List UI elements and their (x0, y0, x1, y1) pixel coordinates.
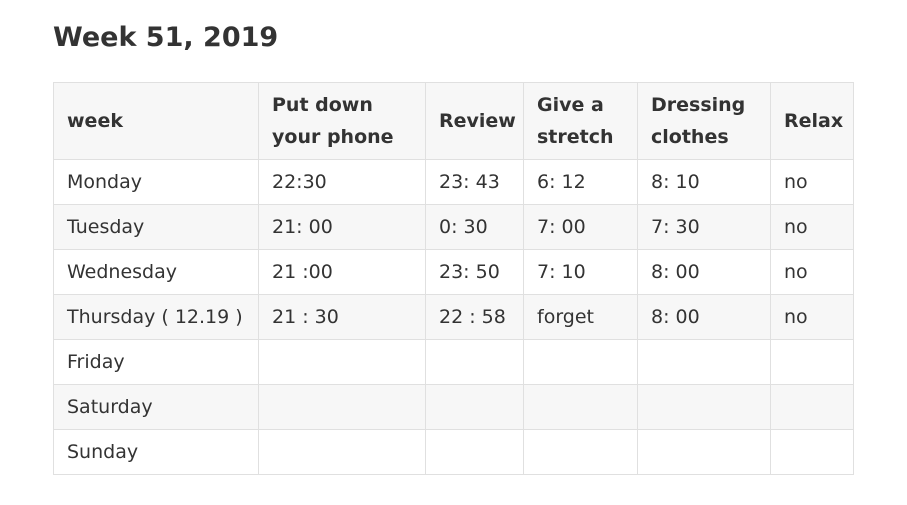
table-row: Tuesday 21: 00 0: 30 7: 00 7: 30 no (53, 204, 854, 250)
header-stretch: Give a stretch (523, 82, 638, 160)
cell-stretch: 6: 12 (523, 159, 638, 205)
cell-phone (258, 384, 426, 430)
header-review: Review (425, 82, 524, 160)
cell-phone (258, 339, 426, 385)
cell-day: Sunday (53, 429, 259, 475)
table-row: Friday (53, 339, 854, 385)
cell-stretch (523, 384, 638, 430)
cell-day: Saturday (53, 384, 259, 430)
header-dressing-clothes: Dressing clothes (637, 82, 771, 160)
header-week: week (53, 82, 259, 160)
cell-phone: 21: 00 (258, 204, 426, 250)
cell-dressing: 8: 10 (637, 159, 771, 205)
cell-phone: 21 : 30 (258, 294, 426, 340)
cell-phone: 22:30 (258, 159, 426, 205)
table-row: Wednesday 21 :00 23: 50 7: 10 8: 00 no (53, 249, 854, 295)
cell-review (425, 429, 524, 475)
cell-dressing (637, 429, 771, 475)
cell-review: 23: 43 (425, 159, 524, 205)
cell-review: 22 : 58 (425, 294, 524, 340)
page-title: Week 51, 2019 (53, 22, 279, 53)
table-row: Monday 22:30 23: 43 6: 12 8: 10 no (53, 159, 854, 205)
schedule-table: week Put down your phone Review Give a s… (53, 82, 854, 475)
cell-stretch: 7: 00 (523, 204, 638, 250)
cell-relax: no (770, 204, 854, 250)
cell-stretch (523, 339, 638, 385)
cell-relax: no (770, 159, 854, 205)
table-row: Sunday (53, 429, 854, 475)
header-relax: Relax (770, 82, 854, 160)
cell-relax (770, 339, 854, 385)
table-row: Thursday ( 12.19 ) 21 : 30 22 : 58 forge… (53, 294, 854, 340)
cell-stretch (523, 429, 638, 475)
cell-dressing (637, 339, 771, 385)
cell-stretch: forget (523, 294, 638, 340)
header-put-down-phone: Put down your phone (258, 82, 426, 160)
cell-phone: 21 :00 (258, 249, 426, 295)
header-row: week Put down your phone Review Give a s… (53, 82, 854, 160)
cell-relax: no (770, 249, 854, 295)
cell-phone (258, 429, 426, 475)
cell-day: Friday (53, 339, 259, 385)
cell-relax: no (770, 294, 854, 340)
cell-relax (770, 429, 854, 475)
cell-day: Tuesday (53, 204, 259, 250)
table-row: Saturday (53, 384, 854, 430)
cell-dressing (637, 384, 771, 430)
cell-review: 23: 50 (425, 249, 524, 295)
cell-relax (770, 384, 854, 430)
cell-day: Thursday ( 12.19 ) (53, 294, 259, 340)
cell-review: 0: 30 (425, 204, 524, 250)
cell-dressing: 8: 00 (637, 294, 771, 340)
cell-stretch: 7: 10 (523, 249, 638, 295)
cell-dressing: 8: 00 (637, 249, 771, 295)
cell-dressing: 7: 30 (637, 204, 771, 250)
cell-day: Wednesday (53, 249, 259, 295)
cell-review (425, 339, 524, 385)
cell-review (425, 384, 524, 430)
cell-day: Monday (53, 159, 259, 205)
